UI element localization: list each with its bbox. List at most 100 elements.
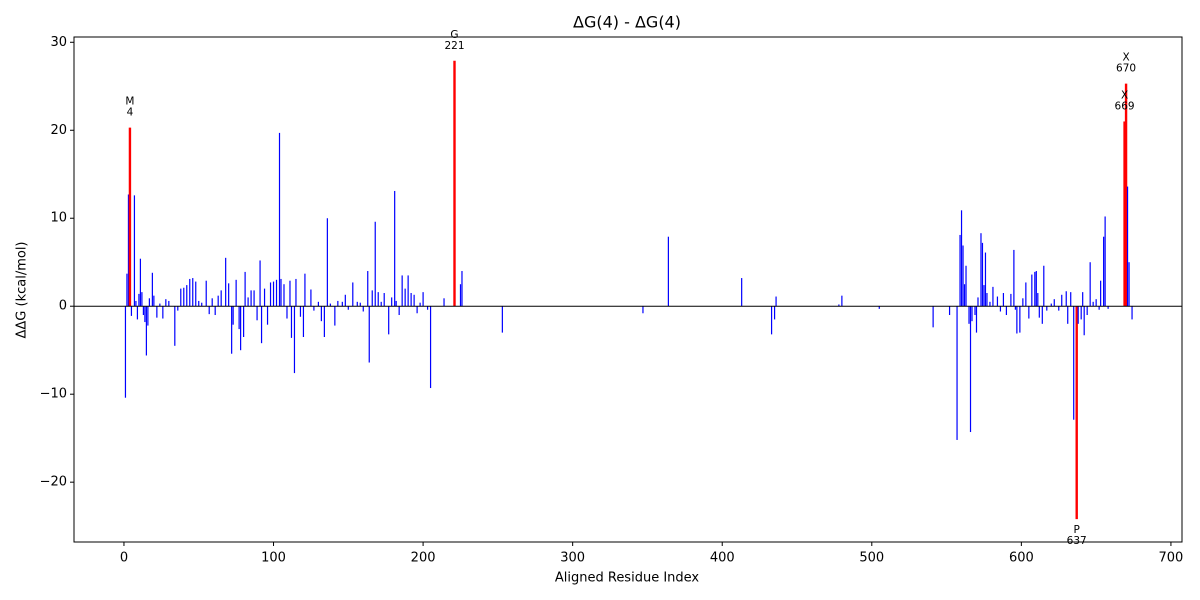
annotation-index: 4 [127,107,134,119]
annotation-index: 669 [1115,100,1135,112]
bar [368,306,370,363]
bar [126,273,128,307]
bar [201,302,203,307]
bar [217,295,219,307]
bar [461,271,463,307]
bar [404,288,406,307]
bar [283,284,285,307]
bar [960,210,963,307]
bar [232,306,234,325]
bar [253,290,255,307]
bar [240,306,242,351]
bar [266,306,269,325]
bar [295,278,297,307]
bar [395,300,397,307]
bar [192,278,194,307]
bar [416,306,418,314]
bar [501,306,503,333]
bar [391,297,393,307]
bar [992,286,994,307]
bar [329,303,331,307]
bar [984,252,987,307]
bar [1073,306,1075,420]
bar [1037,293,1039,307]
bar [1002,293,1005,307]
bar [280,278,282,307]
bar [145,306,147,356]
bar [1013,249,1015,307]
bar [398,306,400,316]
bar [401,275,403,307]
bar [313,306,315,311]
annotation-label: M [125,96,134,108]
bar [272,281,275,307]
bar [413,294,415,307]
bar [1098,306,1100,310]
bar [243,306,245,338]
bar [1046,306,1048,311]
bar [983,285,985,307]
y-tick-label: 20 [50,123,67,138]
bar [136,306,139,320]
bar [1005,306,1008,316]
bar [980,233,982,307]
bar [208,306,210,315]
bar [124,306,127,398]
bar [156,306,158,318]
bar [1022,298,1024,307]
bar [383,293,385,307]
bar [341,301,343,307]
bar [263,288,266,307]
bar [269,282,272,307]
bar [235,279,237,307]
bar [1103,236,1105,307]
bar [667,236,669,307]
bar [1050,303,1052,307]
plot-frame [73,36,1183,543]
bar [999,306,1002,312]
bar [1035,271,1037,307]
bar [981,242,984,307]
x-tick-label: 600 [1009,551,1034,566]
bar [337,300,339,307]
y-tick-label: 0 [59,299,67,314]
bar [1014,306,1016,310]
bar [151,272,153,307]
bar [183,287,185,307]
bar [443,298,445,307]
bar [1077,306,1079,324]
bar [189,278,191,307]
bar [128,127,132,307]
bar [362,306,364,312]
bar [352,282,354,307]
bar [773,306,776,320]
bar [419,302,421,307]
bar [1034,271,1036,307]
bar [177,306,179,311]
bar [371,290,373,307]
bar [162,306,164,319]
bar [968,306,970,324]
x-tick-label: 500 [859,551,884,566]
bar [969,306,972,433]
bar [231,306,233,354]
bar [965,265,967,307]
x-tick-label: 700 [1159,551,1184,566]
bar [388,306,390,335]
x-tick-label: 200 [411,551,436,566]
bar [186,285,188,307]
bar [1124,83,1128,307]
bar [259,260,261,307]
bar [344,294,346,307]
bar [838,304,840,307]
bar [429,306,432,389]
bar [962,245,964,307]
bar [256,306,258,321]
bar [244,271,246,307]
bar [1100,280,1102,307]
x-tick-label: 0 [120,551,128,566]
bar [1089,262,1091,307]
bar [159,303,161,307]
bar [841,295,843,307]
